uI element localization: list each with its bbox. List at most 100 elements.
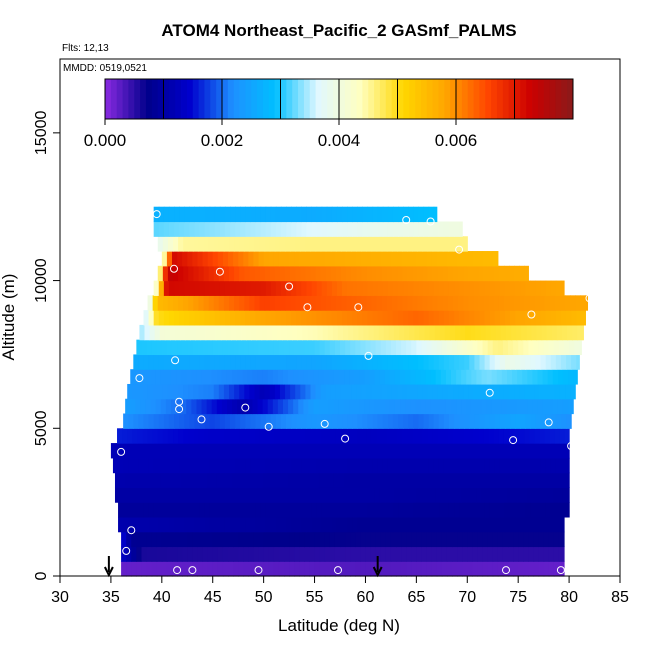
heatmap-cell bbox=[183, 236, 189, 252]
heatmap-cell bbox=[404, 324, 410, 341]
heatmap-cell bbox=[342, 413, 348, 429]
heatmap-cell bbox=[489, 457, 496, 474]
heatmap-cell bbox=[523, 339, 529, 356]
heatmap-cell bbox=[396, 251, 402, 267]
heatmap-cell bbox=[487, 443, 494, 459]
heatmap-cell bbox=[290, 428, 296, 444]
heatmap-cell bbox=[443, 280, 450, 296]
heatmap-cell bbox=[482, 339, 489, 356]
heatmap-cell bbox=[359, 398, 366, 415]
x-tick-label: 65 bbox=[407, 589, 425, 606]
heatmap-cell bbox=[530, 413, 537, 429]
heatmap-cell bbox=[229, 236, 235, 252]
heatmap-cell bbox=[503, 265, 510, 282]
heatmap-cell bbox=[295, 236, 301, 252]
heatmap-cell bbox=[558, 443, 565, 459]
heatmap-cell bbox=[160, 472, 167, 488]
heatmap-cell bbox=[169, 324, 176, 341]
heatmap-cell bbox=[381, 295, 388, 311]
heatmap-cell bbox=[286, 413, 292, 429]
heatmap-cell bbox=[229, 295, 235, 311]
heatmap-cell bbox=[408, 221, 414, 237]
heatmap-cell bbox=[428, 457, 435, 474]
heatmap-cell bbox=[349, 472, 355, 488]
heatmap-cell bbox=[280, 502, 287, 518]
heatmap-cell bbox=[218, 236, 225, 252]
heatmap-cell bbox=[342, 502, 348, 518]
heatmap-cell bbox=[528, 531, 535, 548]
heatmap-cell bbox=[581, 310, 586, 326]
heatmap-cell bbox=[489, 280, 496, 296]
heatmap-cell bbox=[359, 472, 366, 488]
heatmap-cell bbox=[166, 339, 173, 356]
heatmap-cell bbox=[230, 354, 236, 370]
heatmap-cell bbox=[267, 487, 274, 503]
heatmap-cell bbox=[315, 295, 322, 311]
heatmap-cell bbox=[162, 265, 169, 282]
heatmap-cell bbox=[400, 487, 406, 503]
heatmap-cell bbox=[265, 457, 272, 474]
heatmap-cell bbox=[301, 221, 307, 237]
heatmap-cell bbox=[504, 516, 511, 533]
heatmap-cell bbox=[199, 502, 206, 518]
heatmap-cell bbox=[519, 428, 525, 444]
heatmap-cell bbox=[510, 502, 516, 518]
heatmap-cell bbox=[199, 516, 206, 533]
data-point bbox=[402, 216, 411, 224]
heatmap-cell bbox=[577, 324, 583, 341]
heatmap-cell bbox=[366, 383, 373, 400]
heatmap-cell bbox=[272, 487, 279, 503]
heatmap-cell bbox=[123, 502, 129, 518]
heatmap-cell bbox=[548, 339, 555, 356]
heatmap-cell bbox=[336, 502, 343, 518]
heatmap-cell bbox=[435, 487, 442, 503]
heatmap-cell bbox=[179, 206, 185, 223]
heatmap-cell bbox=[238, 339, 244, 356]
heatmap-cell bbox=[362, 502, 369, 518]
heatmap-cell bbox=[447, 236, 454, 252]
heatmap-cell bbox=[321, 310, 328, 326]
heatmap-cell bbox=[289, 546, 295, 562]
heatmap-cell bbox=[370, 546, 377, 562]
heatmap-cell bbox=[357, 413, 363, 429]
heatmap-cell bbox=[296, 310, 302, 326]
heatmap-cell bbox=[323, 472, 330, 488]
heatmap-cell bbox=[160, 369, 167, 385]
heatmap-cell bbox=[357, 310, 363, 326]
heatmap-cell bbox=[143, 354, 150, 370]
heatmap-cell bbox=[228, 531, 234, 548]
heatmap-cell bbox=[380, 251, 387, 267]
heatmap-cell bbox=[181, 398, 187, 415]
heatmap-cell bbox=[412, 383, 418, 400]
heatmap-cell bbox=[382, 457, 389, 474]
heatmap-cell bbox=[164, 324, 171, 341]
heatmap-cell bbox=[412, 295, 418, 311]
heatmap-cell bbox=[214, 354, 221, 370]
heatmap-cell bbox=[463, 265, 469, 282]
heatmap-cell bbox=[179, 516, 185, 533]
heatmap-cell bbox=[314, 531, 321, 548]
heatmap-cell bbox=[143, 502, 150, 518]
heatmap-cell bbox=[308, 472, 315, 488]
heatmap-cell bbox=[251, 324, 258, 341]
heatmap-cell bbox=[206, 487, 213, 503]
heatmap-cell bbox=[289, 251, 295, 267]
heatmap-cell bbox=[228, 443, 234, 459]
heatmap-cell bbox=[177, 546, 183, 562]
heatmap-cell bbox=[413, 457, 419, 474]
heatmap-cell bbox=[403, 457, 409, 474]
heatmap-cell bbox=[385, 531, 392, 548]
heatmap-cell bbox=[519, 265, 525, 282]
heatmap-cell bbox=[510, 354, 516, 370]
heatmap-cell bbox=[391, 428, 398, 444]
heatmap-cell bbox=[508, 531, 514, 548]
heatmap-cell bbox=[321, 280, 328, 296]
heatmap-cell bbox=[224, 502, 231, 518]
heatmap-cell bbox=[408, 280, 414, 296]
heatmap-cell bbox=[403, 354, 409, 370]
heatmap-cell bbox=[326, 502, 333, 518]
heatmap-cell bbox=[334, 546, 341, 562]
heatmap-cell bbox=[224, 310, 231, 326]
heatmap-cell bbox=[217, 531, 224, 548]
